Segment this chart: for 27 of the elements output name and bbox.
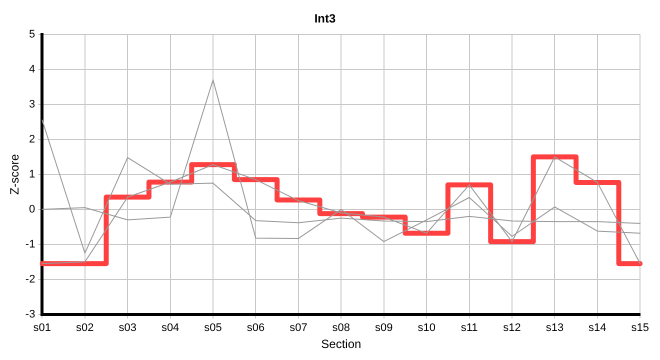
chart-title: Int3 [314,12,336,26]
y-tick-label: -1 [25,238,36,250]
x-tick-label: s03 [118,322,136,334]
x-tick-label: s01 [33,322,52,334]
y-tick-label: 5 [29,28,36,40]
y-tick-label: 0 [29,203,36,216]
x-tick-label: s15 [631,322,650,334]
y-tick-label: 1 [29,168,36,180]
y-axis-title: Z-score [8,154,22,195]
x-tick-label: s08 [332,322,350,334]
x-tick-label: s12 [503,322,521,334]
x-axis-title: Section [321,337,362,352]
x-tick-label: s11 [460,322,478,334]
y-tick-label: -3 [25,308,36,320]
y-tick-label: -2 [25,273,36,286]
x-tick-label: s14 [588,322,606,334]
x-tick-label: s04 [161,322,180,334]
y-tick-label: 3 [29,98,36,110]
x-tick-label: s05 [204,322,222,334]
x-tick-label: s07 [290,322,308,334]
x-tick-label: s09 [374,322,393,334]
x-tick-label: s02 [76,322,94,334]
x-tick-label: s13 [546,322,564,334]
y-tick-label: 4 [29,63,36,76]
x-tick-label: s10 [418,322,436,334]
x-tick-label: s06 [246,322,265,334]
y-tick-label: 2 [29,133,36,146]
